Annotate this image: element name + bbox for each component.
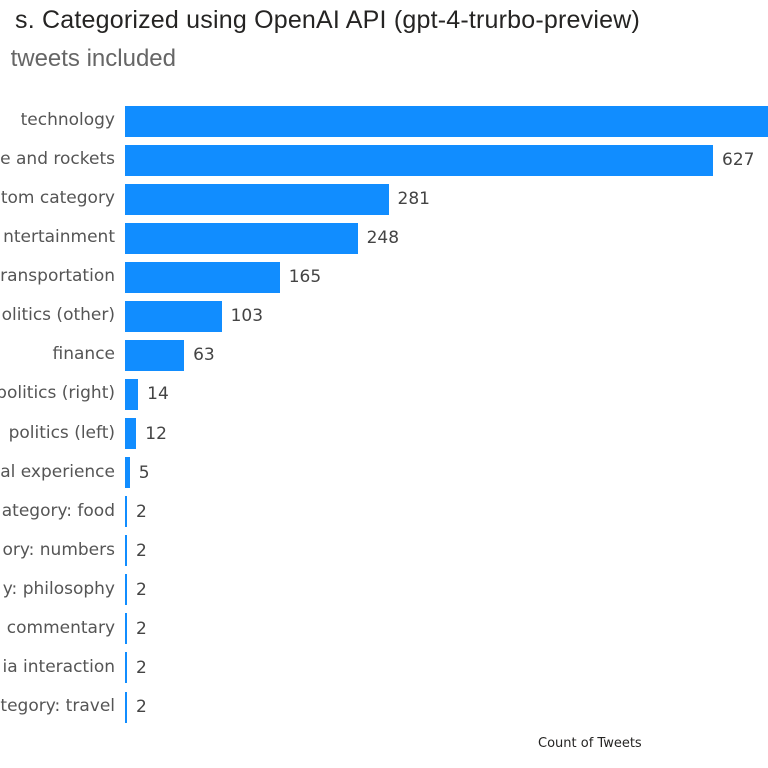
data-label: 2 bbox=[136, 618, 147, 639]
bar[interactable] bbox=[125, 339, 185, 371]
category-label: politics (right) bbox=[0, 383, 115, 404]
data-label: 12 bbox=[145, 423, 167, 444]
x-axis-label: Count of Tweets bbox=[538, 736, 642, 751]
data-label: 165 bbox=[288, 267, 322, 288]
data-label: 63 bbox=[193, 345, 215, 366]
data-label: 248 bbox=[366, 228, 400, 249]
bar[interactable] bbox=[125, 652, 127, 684]
data-label: 2 bbox=[136, 579, 147, 600]
category-label: ransportation bbox=[0, 266, 115, 287]
category-label: ia interaction bbox=[2, 656, 115, 677]
data-label: 2 bbox=[136, 657, 147, 678]
bar[interactable] bbox=[125, 613, 127, 645]
category-label: politics (left) bbox=[8, 422, 115, 443]
bar[interactable] bbox=[125, 300, 222, 332]
category-label: al experience bbox=[0, 461, 115, 482]
category-label: e and rockets bbox=[0, 149, 115, 170]
data-label: 281 bbox=[397, 189, 430, 210]
data-label: 2 bbox=[136, 697, 147, 718]
bar[interactable] bbox=[125, 144, 713, 176]
bar[interactable] bbox=[125, 378, 139, 410]
category-label: ategory: food bbox=[1, 500, 115, 521]
category-label: olitics (other) bbox=[1, 305, 115, 326]
category-label: tegory: travel bbox=[0, 696, 115, 717]
bar[interactable] bbox=[125, 496, 127, 528]
bar[interactable] bbox=[125, 418, 137, 450]
bar[interactable] bbox=[125, 535, 127, 567]
data-label: 103 bbox=[230, 306, 264, 327]
bar[interactable] bbox=[125, 105, 768, 137]
bar[interactable] bbox=[125, 183, 389, 215]
category-label: tom category bbox=[0, 188, 115, 209]
bar[interactable] bbox=[125, 261, 280, 293]
bar[interactable] bbox=[125, 691, 127, 723]
category-label: ntertainment bbox=[3, 227, 115, 248]
category-label: finance bbox=[52, 344, 115, 365]
category-label: ory: numbers bbox=[2, 539, 115, 560]
data-label: 2 bbox=[136, 540, 147, 561]
data-label: 627 bbox=[722, 150, 755, 171]
chart-subtitle: tweets included bbox=[10, 45, 176, 72]
data-label: 14 bbox=[147, 384, 169, 405]
data-label: 5 bbox=[138, 462, 150, 483]
bar[interactable] bbox=[125, 222, 358, 254]
chart-title: s. Categorized using OpenAI API (gpt-4-t… bbox=[15, 6, 640, 34]
data-label: 2 bbox=[136, 501, 147, 522]
bar[interactable] bbox=[125, 457, 130, 489]
category-label: commentary bbox=[6, 617, 115, 638]
category-label: y: philosophy bbox=[2, 578, 115, 599]
bar[interactable] bbox=[125, 574, 127, 606]
category-label: technology bbox=[20, 110, 115, 130]
